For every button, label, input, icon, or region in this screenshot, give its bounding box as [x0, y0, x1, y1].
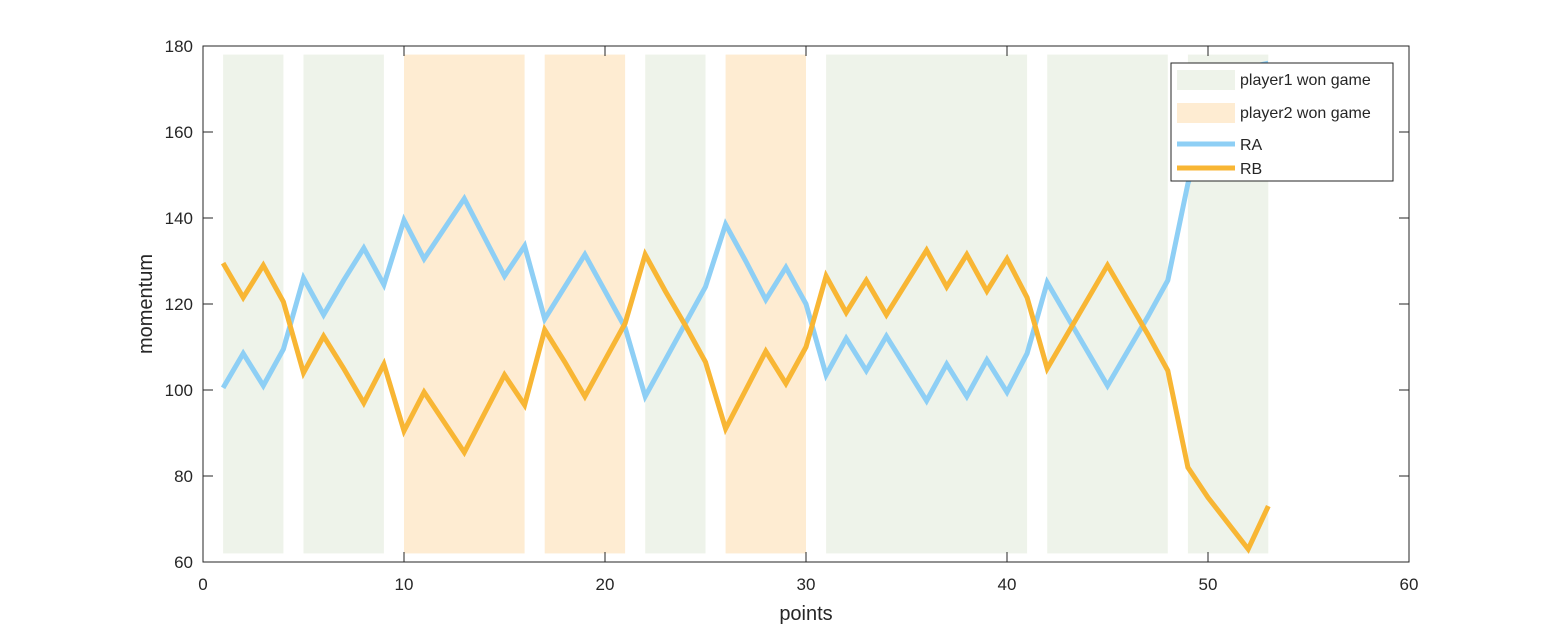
x-axis-ticks: 0 10 20 30 40 50 60 — [198, 46, 1418, 594]
x-tick-label: 10 — [395, 575, 414, 594]
y-tick-label: 100 — [165, 381, 193, 400]
y-tick-label: 140 — [165, 209, 193, 228]
x-tick-label: 60 — [1400, 575, 1419, 594]
y-tick-label: 80 — [174, 467, 193, 486]
x-axis-title: points — [779, 603, 832, 625]
player1-won-game-band — [1047, 54, 1168, 554]
y-tick-label: 180 — [165, 37, 193, 56]
player2-won-game-band — [404, 54, 525, 554]
x-tick-label: 30 — [797, 575, 816, 594]
x-tick-label: 20 — [596, 575, 615, 594]
legend-label-rb: RB — [1240, 161, 1262, 178]
y-tick-label: 60 — [174, 553, 193, 572]
legend-label-player1-won-game: player1 won game — [1240, 72, 1371, 89]
y-axis-title: momentum — [135, 254, 157, 354]
player1-won-game-band — [223, 54, 284, 554]
y-axis-ticks: 60 80 100 120 140 160 180 — [165, 37, 1409, 572]
legend-label-player2-won-game: player2 won game — [1240, 105, 1371, 122]
legend-swatch-player1-won-game — [1177, 70, 1235, 90]
game-bands — [223, 54, 1269, 554]
y-tick-label: 120 — [165, 295, 193, 314]
x-tick-label: 50 — [1199, 575, 1218, 594]
y-tick-label: 160 — [165, 123, 193, 142]
series-line-rb — [220, 245, 1271, 554]
x-tick-label: 0 — [198, 575, 207, 594]
legend-label-ra: RA — [1240, 137, 1263, 154]
series-line-ra — [220, 60, 1269, 406]
player1-won-game-band — [826, 54, 1028, 554]
legend: player1 won game player2 won game RA RB — [1170, 62, 1394, 182]
legend-swatch-player2-won-game — [1177, 103, 1235, 123]
series-lines — [220, 60, 1271, 554]
x-tick-label: 40 — [998, 575, 1017, 594]
